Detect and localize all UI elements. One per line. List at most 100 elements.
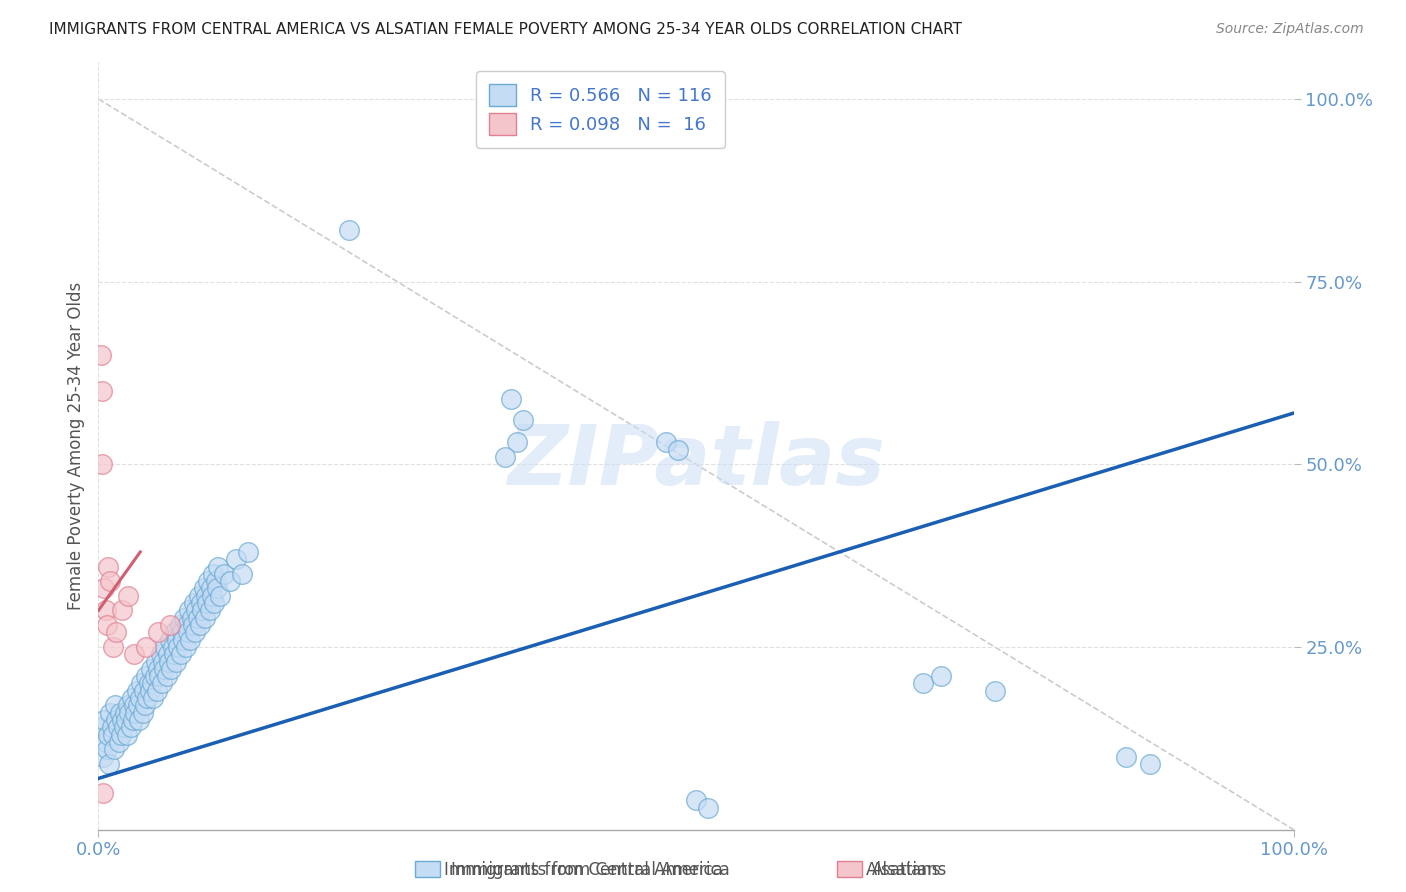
Point bbox=[170, 647, 193, 661]
Point bbox=[139, 662, 162, 676]
Text: IMMIGRANTS FROM CENTRAL AMERICA VS ALSATIAN FEMALE POVERTY AMONG 25-34 YEAR OLDS: IMMIGRANTS FROM CENTRAL AMERICA VS ALSAT… bbox=[49, 22, 962, 37]
Point bbox=[112, 720, 135, 734]
Point bbox=[148, 625, 170, 640]
Point bbox=[103, 742, 125, 756]
Point bbox=[91, 720, 114, 734]
Point bbox=[138, 676, 160, 690]
Point bbox=[135, 669, 157, 683]
Point bbox=[114, 706, 136, 720]
Point bbox=[163, 647, 186, 661]
Point bbox=[93, 582, 115, 596]
Point bbox=[225, 552, 247, 566]
Point bbox=[200, 582, 222, 596]
Point bbox=[146, 683, 169, 698]
Point bbox=[127, 698, 149, 713]
Point bbox=[188, 618, 211, 632]
Point bbox=[179, 603, 201, 617]
Point bbox=[145, 655, 167, 669]
Point bbox=[157, 655, 180, 669]
Point bbox=[1139, 756, 1161, 771]
Point bbox=[172, 625, 194, 640]
Point bbox=[180, 610, 202, 624]
Point bbox=[685, 793, 707, 807]
Point bbox=[231, 566, 253, 581]
Point bbox=[205, 582, 228, 596]
Text: Alsatians: Alsatians bbox=[872, 861, 948, 879]
Point bbox=[655, 435, 678, 450]
Point bbox=[115, 713, 138, 727]
Point bbox=[190, 596, 212, 610]
Point bbox=[105, 625, 128, 640]
Point bbox=[131, 676, 153, 690]
Point bbox=[122, 713, 145, 727]
Point bbox=[128, 713, 150, 727]
Point bbox=[212, 566, 235, 581]
Text: ZIPatlas: ZIPatlas bbox=[508, 421, 884, 502]
Point bbox=[91, 384, 114, 399]
Text: Immigrants from Central America: Immigrants from Central America bbox=[444, 861, 723, 879]
Point bbox=[101, 728, 124, 742]
Point bbox=[90, 348, 112, 362]
Point bbox=[167, 640, 190, 654]
Point bbox=[107, 720, 129, 734]
Point bbox=[111, 713, 134, 727]
Point bbox=[339, 223, 361, 237]
Point bbox=[98, 756, 121, 771]
Point bbox=[132, 683, 155, 698]
Point bbox=[152, 655, 174, 669]
Point bbox=[195, 589, 218, 603]
Point bbox=[97, 728, 120, 742]
Point bbox=[107, 735, 129, 749]
Point bbox=[169, 618, 191, 632]
Point bbox=[108, 706, 131, 720]
Point bbox=[912, 676, 935, 690]
Point bbox=[124, 706, 146, 720]
Point bbox=[115, 728, 138, 742]
Point bbox=[176, 618, 198, 632]
Point bbox=[179, 632, 201, 647]
Point bbox=[131, 706, 153, 720]
Text: Alsatians: Alsatians bbox=[866, 861, 942, 879]
Point bbox=[183, 596, 205, 610]
Point bbox=[155, 640, 177, 654]
Point bbox=[166, 632, 188, 647]
Point bbox=[174, 640, 197, 654]
Legend: R = 0.566   N = 116, R = 0.098   N =  16: R = 0.566 N = 116, R = 0.098 N = 16 bbox=[477, 71, 724, 148]
Point bbox=[98, 706, 122, 720]
Point bbox=[172, 632, 194, 647]
Point bbox=[194, 610, 217, 624]
Point bbox=[129, 691, 152, 706]
Point bbox=[134, 698, 156, 713]
Point bbox=[162, 640, 184, 654]
Point bbox=[984, 683, 1007, 698]
Point bbox=[181, 618, 204, 632]
Y-axis label: Female Poverty Among 25-34 Year Olds: Female Poverty Among 25-34 Year Olds bbox=[66, 282, 84, 610]
Point bbox=[163, 625, 186, 640]
Point bbox=[159, 618, 181, 632]
Point bbox=[101, 640, 124, 654]
Point bbox=[150, 676, 173, 690]
Point bbox=[142, 691, 165, 706]
Point bbox=[177, 625, 200, 640]
Point bbox=[697, 800, 720, 814]
Point bbox=[98, 574, 122, 589]
Point bbox=[198, 603, 221, 617]
Point bbox=[136, 691, 159, 706]
Point bbox=[1115, 749, 1137, 764]
Point bbox=[156, 647, 179, 661]
Point bbox=[100, 720, 122, 734]
Point bbox=[111, 603, 134, 617]
Point bbox=[209, 589, 232, 603]
Point bbox=[193, 582, 215, 596]
Point bbox=[155, 669, 177, 683]
Point bbox=[120, 720, 142, 734]
Point bbox=[141, 676, 163, 690]
Point bbox=[197, 574, 219, 589]
Text: Immigrants from Central America: Immigrants from Central America bbox=[451, 861, 730, 879]
Point bbox=[173, 610, 195, 624]
Point bbox=[143, 669, 166, 683]
Point bbox=[494, 450, 516, 464]
Point bbox=[121, 691, 143, 706]
Point bbox=[94, 603, 117, 617]
Point bbox=[117, 698, 139, 713]
